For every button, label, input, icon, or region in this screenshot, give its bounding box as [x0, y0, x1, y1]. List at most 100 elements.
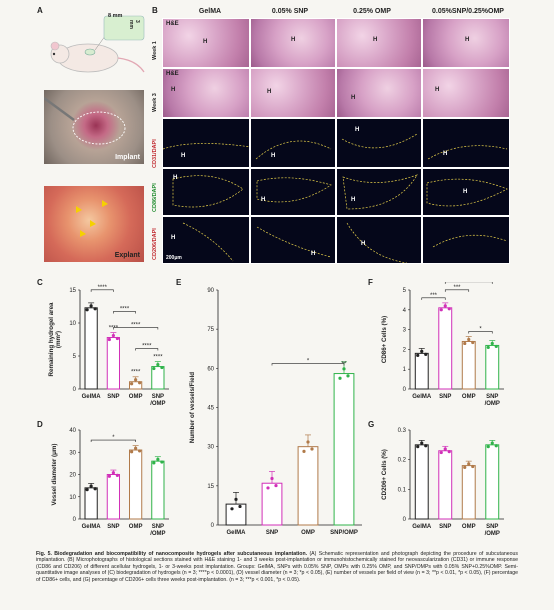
significance-stars: *** [430, 293, 438, 299]
micrograph-cd86-omp: H [336, 168, 422, 216]
fluor-overlay [346, 222, 408, 263]
micrograph-he-w3-snp: H [250, 68, 336, 118]
significance-bracket [468, 331, 493, 334]
micrograph-he-w1-omp: H [336, 18, 422, 68]
micrograph-he-w1-snp: H [250, 18, 336, 68]
row-label-week3: Week 3 [152, 93, 158, 112]
stain-label: H&E [166, 71, 179, 77]
col-header-gelma: GelMA [198, 8, 222, 15]
significance-bracket [90, 439, 136, 443]
micrograph-he-w3-gelma: H&E H [162, 68, 250, 118]
data-point [443, 304, 447, 308]
x-tick-label-line: OMP [129, 524, 143, 530]
data-point [471, 464, 475, 469]
hydrogel-mark: H [171, 87, 176, 93]
significance-stars-above-bar: **** [109, 326, 119, 332]
significance-bracket [444, 289, 470, 292]
significance-bracket [421, 297, 446, 300]
data-point [424, 444, 428, 448]
x-tick-label-line: /OMP [150, 531, 165, 537]
data-point [85, 488, 89, 492]
y-tick-label: 0 [403, 517, 407, 523]
x-tick-label-line: SNP [107, 394, 119, 400]
micrograph-he-w3-omp: H [336, 68, 422, 118]
data-point [416, 445, 420, 449]
y-axis-label: Vessel diameter (μm) [51, 444, 58, 506]
col-header-snp: 0.05% SNP [271, 8, 309, 15]
chart-e: 0 15 30 45 60 75 90 Number of vessels/Field GelM… [189, 288, 362, 536]
y-tick-label: 10 [69, 321, 76, 327]
row-label-cd31: CD31/DAPI [152, 139, 158, 168]
y-axis-label: Number of vessels/Field [189, 372, 196, 443]
micrograph-cd31-snp: H [250, 118, 336, 168]
significance-bracket [444, 282, 493, 284]
bar-snpomp [485, 344, 500, 390]
significance-stars: * [112, 435, 115, 441]
x-tick-label: SNP/OMP [485, 524, 500, 537]
x-tick-label: GelMA [82, 524, 102, 530]
bar-snp [106, 337, 120, 390]
micrograph-he-w1-gelma: H&E H [162, 18, 250, 68]
explant-label: Explant [114, 252, 140, 259]
y-tick-label: 0 [73, 387, 77, 393]
hydrogel-mark: H [435, 87, 440, 93]
fluor-overlay [342, 174, 418, 210]
fluor-overlay [426, 178, 508, 207]
y-tick-label: 5 [403, 288, 407, 294]
data-point [111, 471, 115, 475]
data-point [160, 460, 164, 464]
hydrogel-mark: H [361, 241, 366, 247]
x-tick-label-line: OMP [301, 530, 315, 536]
data-point [138, 449, 142, 453]
y-tick-label: 0.2 [398, 458, 407, 464]
data-point [89, 304, 93, 308]
data-point [138, 381, 142, 385]
bar-gelma [225, 503, 247, 526]
x-tick-label-line: OMP [462, 524, 476, 530]
data-point [490, 441, 494, 445]
data-point [494, 344, 498, 349]
y-tick-label: 4 [403, 308, 407, 314]
bar-snp [106, 474, 120, 520]
x-tick-label-line: OMP [462, 394, 476, 400]
y-tick-label: 0 [403, 387, 407, 393]
significance-stars-above-bar: **** [153, 355, 163, 361]
fluor-overlay [341, 133, 418, 149]
data-point [115, 473, 119, 477]
data-point [156, 362, 160, 367]
bar-gelma [84, 307, 98, 390]
data-point [230, 507, 234, 511]
row-label-cd206: CD206/DAPI [152, 228, 158, 260]
bar-omp [461, 340, 476, 390]
y-tick-label: 0.1 [398, 487, 407, 493]
data-point [338, 376, 342, 380]
data-point [115, 336, 119, 341]
x-tick-label-line: GelMA [412, 394, 432, 400]
hydrogel-mark: H [291, 37, 296, 43]
micrograph-cd86-snpomp: H [422, 168, 510, 216]
fluor-overlay [432, 234, 508, 248]
x-tick-label: GelMA [226, 530, 246, 536]
mouse-illustration [50, 15, 145, 73]
micrograph-cd206-omp: H [336, 216, 422, 264]
y-axis-label-line: Number of vessels/Field [189, 372, 196, 443]
significance-stars: **** [120, 307, 130, 313]
y-tick-label: 1 [403, 367, 407, 373]
data-point [490, 341, 494, 346]
x-tick-label-line: SNP [152, 394, 164, 400]
data-point [93, 487, 97, 491]
fluor-overlay [172, 175, 244, 208]
y-tick-label: 60 [207, 366, 214, 372]
data-point [443, 447, 447, 451]
data-point [447, 450, 451, 454]
y-axis-label: Remaining hydrogel area(mm²) [48, 302, 62, 376]
chart-c: 0 5 10 15 Remaining hydrogel area(mm²) GelMA S… [48, 285, 169, 407]
x-tick-label: OMP [301, 530, 315, 536]
hydrogel-mark: H [173, 175, 178, 181]
significance-stars: **** [131, 323, 141, 329]
x-tick-label: SNP/OMP [485, 394, 500, 407]
panel-label-e: E [176, 278, 182, 287]
data-point [111, 333, 115, 338]
data-point [494, 444, 498, 448]
hydrogel-mark: H [351, 95, 356, 101]
